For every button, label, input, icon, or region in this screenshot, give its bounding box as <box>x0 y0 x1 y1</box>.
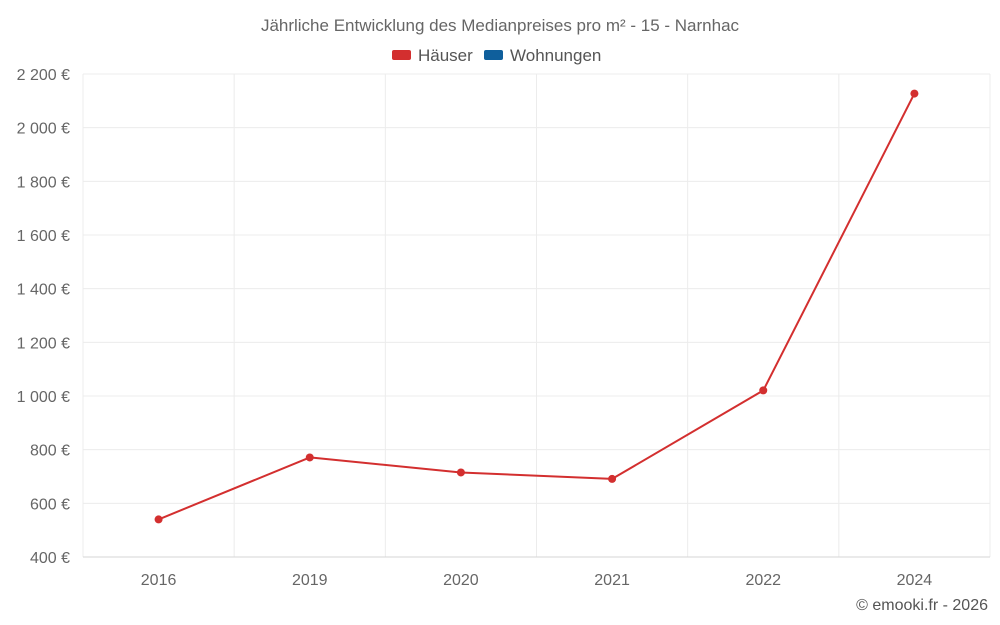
series-line-0 <box>158 93 916 521</box>
legend-swatch-apartments <box>484 50 503 60</box>
credit-text: © emooki.fr - 2026 <box>856 597 988 614</box>
y-tick-label: 1 600 € <box>17 228 70 245</box>
legend-label-houses: Häuser <box>418 46 473 65</box>
data-point[interactable] <box>759 386 768 395</box>
y-tick-label: 2 200 € <box>17 67 70 84</box>
legend: Häuser Wohnungen <box>392 46 601 65</box>
y-tick-label: 2 000 € <box>17 121 70 138</box>
data-point[interactable] <box>305 453 314 462</box>
y-tick-label: 800 € <box>30 443 70 460</box>
y-tick-label: 1 800 € <box>17 174 70 191</box>
x-tick-label: 2022 <box>745 572 781 589</box>
grid <box>82 73 991 557</box>
legend-item-houses[interactable]: Häuser <box>392 46 473 65</box>
x-tick-label: 2016 <box>141 572 177 589</box>
y-tick-label: 1 200 € <box>17 335 70 352</box>
x-tick-label: 2024 <box>897 572 933 589</box>
x-axis-ticks: 2016 2019 2020 2021 2022 2024 <box>141 572 933 589</box>
y-axis-ticks: 400 € 600 € 800 € 1 000 € 1 200 € 1 400 € 1 60… <box>17 67 70 567</box>
data-point[interactable] <box>608 474 617 483</box>
series-houses <box>154 89 919 524</box>
data-point[interactable] <box>154 515 163 524</box>
legend-item-apartments[interactable]: Wohnungen <box>484 46 601 65</box>
y-tick-label: 1 400 € <box>17 282 70 299</box>
y-tick-label: 600 € <box>30 496 70 513</box>
x-tick-label: 2019 <box>292 572 328 589</box>
data-point[interactable] <box>910 89 919 98</box>
y-tick-label: 1 000 € <box>17 389 70 406</box>
x-tick-label: 2020 <box>443 572 479 589</box>
data-point[interactable] <box>456 468 465 477</box>
legend-label-apartments: Wohnungen <box>510 46 601 65</box>
legend-swatch-houses <box>392 50 411 60</box>
chart-title: Jährliche Entwicklung des Medianpreises … <box>261 16 740 35</box>
y-tick-label: 400 € <box>30 550 70 567</box>
x-tick-label: 2021 <box>594 572 630 589</box>
